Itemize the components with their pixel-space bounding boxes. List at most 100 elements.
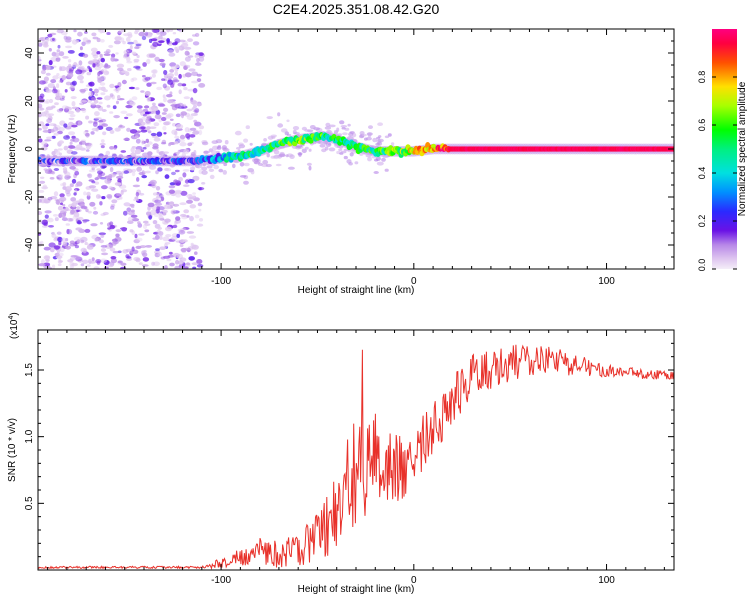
spectrogram-cell — [196, 78, 202, 83]
spectrogram-cell — [150, 81, 157, 85]
spectrogram-cell — [188, 194, 193, 197]
spectrogram-cell — [340, 125, 348, 128]
spectrogram-cell — [250, 170, 255, 175]
spectrogram-cell — [40, 69, 46, 75]
spectrogram-cell — [308, 148, 312, 152]
spectrogram-cell — [39, 93, 45, 98]
spectrogram-cell — [52, 264, 56, 269]
spectrogram-cell — [187, 197, 195, 200]
spectrogram-cell — [52, 86, 56, 92]
spectrogram-cell — [49, 247, 55, 253]
spectrogram-cell — [51, 135, 56, 139]
spectrogram-cell — [174, 41, 178, 45]
spectrogram-cell — [91, 188, 99, 192]
spectrogram-cell — [146, 58, 151, 65]
spectrogram-cell — [73, 29, 77, 33]
spectrogram-cell — [155, 170, 159, 175]
spectrogram-cell — [130, 214, 138, 218]
spectrogram-cell — [74, 189, 78, 194]
spectrogram-cell — [44, 86, 49, 90]
spectrogram-cell — [187, 38, 193, 42]
snr-y-tick-label: 0.5 — [24, 496, 35, 510]
spectrogram-cell — [158, 215, 164, 221]
spectrogram-cell — [75, 108, 81, 113]
spectrogram-cell — [254, 161, 261, 165]
spectrogram-cell — [166, 76, 173, 80]
spectrogram-cell — [75, 227, 83, 231]
spectrogram-cell — [376, 136, 381, 140]
spectrogram-cell — [46, 136, 53, 140]
spectrogram-cell — [71, 106, 79, 110]
spectrogram-cell — [194, 32, 200, 37]
spectrogram-cell — [266, 116, 273, 120]
spectrogram-cell — [108, 174, 113, 180]
spectrogram-cell — [113, 40, 121, 45]
spectrogram-cell — [80, 108, 86, 111]
spectrogram-cell — [97, 77, 103, 83]
spectrogram-cell — [324, 126, 332, 130]
spectrogram-cell — [52, 88, 58, 94]
spectrogram-cell — [79, 46, 83, 51]
spectrogram-cell — [68, 145, 76, 149]
spectrogram-cell — [210, 150, 218, 155]
spectrogram-cell — [80, 236, 88, 243]
spectrogram-cell — [88, 185, 97, 189]
spectrogram-cell — [74, 245, 79, 249]
snr-y-multiplier-close: ) — [9, 312, 20, 315]
snr-x-tick-label: -100 — [211, 575, 231, 586]
spectrogram-panel: -100 0 100 -40 -20 0 20 40 Height of straight … — [7, 28, 675, 296]
spectrogram-cell — [181, 43, 189, 48]
spectrogram-cell — [80, 205, 88, 210]
spectrogram-cell — [58, 95, 66, 98]
spectrogram-cell — [179, 61, 186, 67]
spectrogram-cell — [109, 247, 116, 252]
spectrogram-cell — [110, 56, 115, 62]
spectrogram-cell — [50, 79, 57, 84]
spectrogram-cell — [151, 69, 157, 74]
spectrogram-cell — [174, 64, 180, 69]
spectrogram-x-tick-label: -100 — [211, 276, 231, 287]
spectrogram-cell — [298, 152, 302, 157]
spectrogram-cell — [180, 213, 187, 217]
spectrogram-cell — [178, 73, 182, 79]
spectrogram-cell — [139, 126, 146, 130]
snr-x-tick-label: 100 — [598, 575, 615, 586]
spectrogram-cell — [183, 149, 190, 154]
spectrogram-cell — [79, 80, 84, 84]
spectrogram-cell — [182, 172, 187, 178]
spectrogram-cell — [377, 122, 383, 126]
spectrogram-cell — [93, 57, 98, 63]
spectrogram-cell — [273, 155, 280, 160]
spectrogram-cell — [372, 137, 378, 143]
spectrogram-cell — [176, 233, 180, 238]
spectrogram-cell — [93, 266, 100, 269]
spectrogram-cell — [127, 216, 134, 222]
spectrogram-cell — [58, 256, 62, 261]
spectrogram-cell — [170, 209, 177, 214]
spectrogram-cell — [168, 143, 172, 147]
spectrogram-cell — [86, 173, 91, 177]
spectrogram-cell — [38, 211, 43, 215]
spectrogram-cell — [85, 208, 89, 213]
spectrogram-y-tick-label: -20 — [24, 189, 35, 204]
spectrogram-cell — [57, 236, 63, 243]
spectrogram-cell — [144, 105, 149, 109]
spectrogram-cell — [373, 171, 379, 174]
spectrogram-cell — [182, 169, 190, 172]
spectrogram-cell — [148, 53, 156, 58]
spectrogram-cell — [328, 147, 336, 152]
spectrogram-cell — [180, 229, 184, 233]
spectrogram-cell — [127, 41, 134, 45]
spectrogram-cell — [367, 132, 372, 138]
spectrogram-cell — [52, 75, 59, 80]
spectrogram-cell — [215, 139, 223, 144]
spectrogram-cell — [100, 233, 105, 238]
spectrogram-cell — [43, 246, 51, 251]
spectrogram-cell — [76, 206, 81, 210]
spectrogram-cell — [161, 142, 167, 145]
spectrogram-cell — [79, 140, 87, 145]
spectrogram-cell — [87, 210, 92, 214]
spectrogram-cell — [106, 104, 111, 108]
spectrogram-cell — [133, 58, 140, 63]
spectrogram-cell — [136, 177, 140, 182]
